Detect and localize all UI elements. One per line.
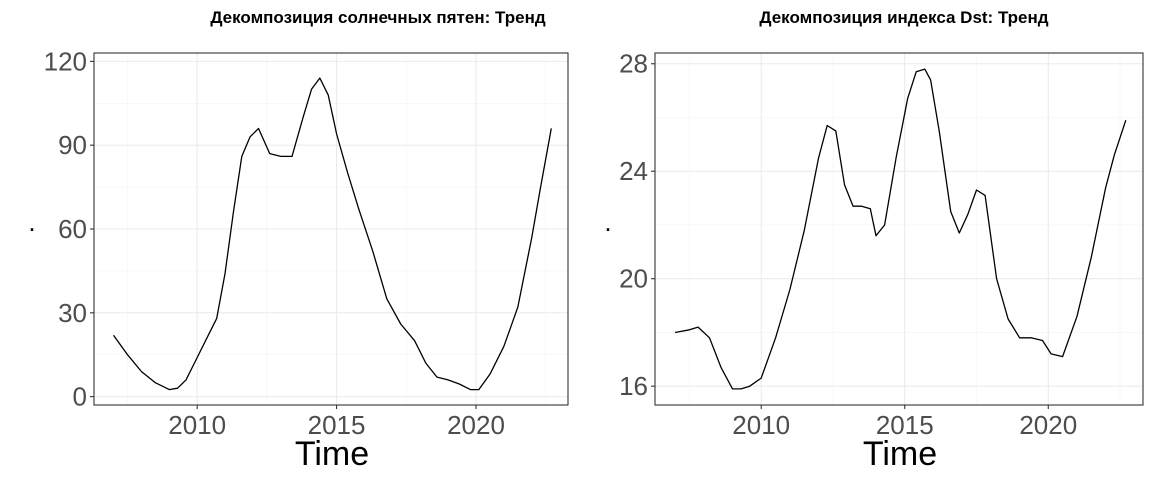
y-tick-label: 30 (58, 298, 87, 328)
y-axis-label: . (28, 207, 35, 237)
x-tick-label: 2020 (447, 410, 505, 440)
y-tick-label: 24 (619, 156, 648, 186)
y-tick-label: 0 (73, 382, 87, 412)
x-axis-label: Time (295, 435, 369, 473)
data-points (112, 77, 553, 391)
y-tick-label: 20 (619, 264, 648, 294)
x-tick-label: 2015 (308, 410, 366, 440)
sunspots-trend-panel: Декомпозиция солнечных пятен: Тренд Time… (28, 8, 569, 473)
y-tick-label: 120 (44, 46, 87, 76)
chart-title: Декомпозиция солнечных пятен: Тренд (210, 8, 545, 27)
grid (655, 53, 1143, 405)
data-points (674, 68, 1128, 391)
trend-line (674, 68, 1127, 390)
y-tick-label: 60 (58, 214, 87, 244)
x-tick-label: 2010 (732, 410, 790, 440)
y-tick-label: 90 (58, 130, 87, 160)
dst-trend-chart: Декомпозиция индекса Dst: Тренд Time . 1… (604, 8, 1144, 473)
trend-line (112, 77, 552, 391)
y-axis-label: . (604, 207, 611, 237)
x-axis-label: Time (863, 435, 937, 473)
grid (94, 53, 568, 405)
panel-border (654, 52, 1144, 406)
chart-title: Декомпозиция индекса Dst: Тренд (759, 8, 1048, 27)
y-tick-label: 28 (619, 49, 648, 79)
x-tick-label: 2020 (1019, 410, 1077, 440)
y-tick-label: 16 (619, 371, 648, 401)
x-tick-label: 2015 (876, 410, 934, 440)
dst-trend-panel: Декомпозиция индекса Dst: Тренд Time . 1… (576, 0, 1152, 480)
sunspots-trend-chart: Декомпозиция солнечных пятен: Тренд Time… (28, 8, 569, 473)
x-tick-label: 2010 (168, 410, 226, 440)
